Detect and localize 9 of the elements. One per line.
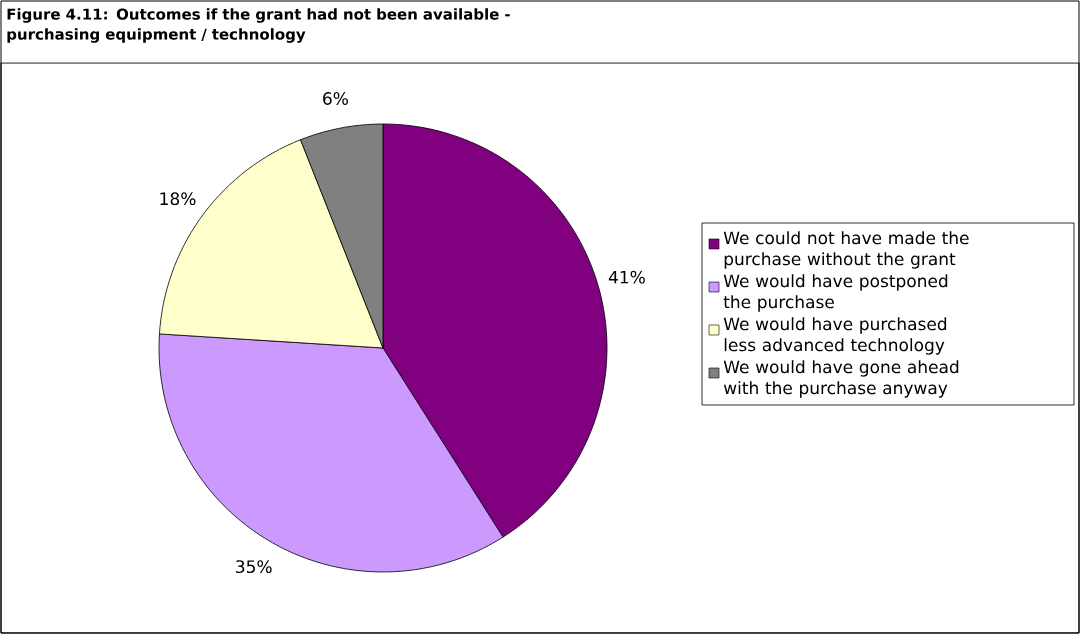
data-label: 41% [608, 270, 645, 284]
data-label: 6% [323, 92, 348, 105]
legend-label: We would have postponed the purchase [723, 274, 948, 312]
data-label: 18% [160, 192, 196, 206]
legend-label: We could not have made the purchase without the grant [723, 231, 969, 269]
data-label: 35% [236, 560, 272, 574]
legend-label: We would have purchased less advanced technology [723, 317, 947, 355]
chart-title: Figure 4.11: Outcomes if the grant had not been available - purchasing equipment / technology [7, 8, 510, 43]
legend-label: We would have gone ahead with the purchase anyway [723, 360, 959, 398]
